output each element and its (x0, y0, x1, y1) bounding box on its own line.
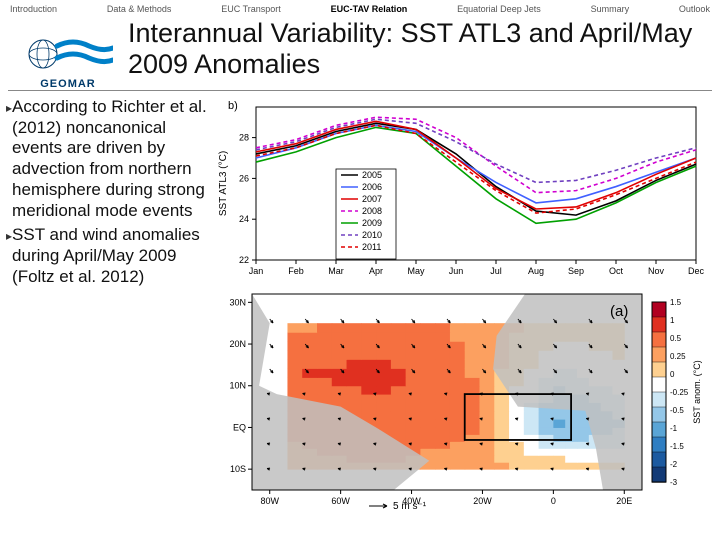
svg-text:5 m s⁻¹: 5 m s⁻¹ (393, 501, 427, 512)
svg-text:80W: 80W (260, 496, 279, 506)
svg-text:Feb: Feb (288, 266, 304, 276)
sst-anomaly-map: 80W60W40W20W020E30N20N10NEQ10S(a)5 m s⁻¹… (214, 288, 704, 516)
nav-item: Outlook (679, 4, 710, 14)
svg-text:60W: 60W (331, 496, 350, 506)
svg-text:1.5: 1.5 (670, 298, 682, 307)
svg-text:-2: -2 (670, 460, 678, 469)
bullet-item: ▸ According to Richter et al. (2012) non… (6, 97, 208, 221)
svg-text:2011: 2011 (362, 242, 381, 252)
nav-item: EUC Transport (221, 4, 281, 14)
svg-text:20E: 20E (616, 496, 632, 506)
svg-text:2006: 2006 (362, 182, 382, 192)
svg-text:SST anom. (°C): SST anom. (°C) (692, 360, 702, 423)
svg-text:26: 26 (239, 173, 249, 183)
nav-item-active: EUC-TAV Relation (331, 4, 408, 14)
svg-text:0.5: 0.5 (670, 334, 682, 343)
svg-text:EQ: EQ (233, 422, 246, 432)
svg-text:1: 1 (670, 316, 675, 325)
svg-text:SST ATL3 (°C): SST ATL3 (°C) (218, 151, 229, 216)
logo-text: GEOMAR (8, 78, 128, 90)
svg-text:Sep: Sep (568, 266, 584, 276)
svg-text:2010: 2010 (362, 230, 382, 240)
nav-item: Equatorial Deep Jets (457, 4, 541, 14)
page-title: Interannual Variability: SST ATL3 and Ap… (128, 16, 712, 86)
nav-breadcrumb: Introduction Data & Methods EUC Transpor… (0, 0, 720, 16)
svg-text:Dec: Dec (688, 266, 704, 276)
svg-text:20W: 20W (473, 496, 492, 506)
svg-text:20N: 20N (229, 339, 246, 349)
svg-text:-0.25: -0.25 (670, 388, 689, 397)
svg-text:22: 22 (239, 255, 249, 265)
svg-text:Apr: Apr (369, 266, 383, 276)
svg-text:Mar: Mar (328, 266, 344, 276)
svg-text:Nov: Nov (648, 266, 665, 276)
svg-text:2009: 2009 (362, 218, 382, 228)
svg-text:Aug: Aug (528, 266, 544, 276)
svg-text:10S: 10S (230, 464, 246, 474)
nav-item: Introduction (10, 4, 57, 14)
geomar-logo: GEOMAR (8, 16, 128, 90)
svg-text:Jul: Jul (490, 266, 502, 276)
svg-text:Jun: Jun (449, 266, 464, 276)
nav-item: Data & Methods (107, 4, 172, 14)
svg-text:b): b) (228, 100, 238, 112)
svg-text:24: 24 (239, 214, 249, 224)
svg-text:0.25: 0.25 (670, 352, 686, 361)
bullet-text: SST and wind anomalies during April/May … (12, 225, 208, 287)
bullet-item: ▸ SST and wind anomalies during April/Ma… (6, 225, 208, 287)
svg-text:0: 0 (670, 370, 675, 379)
svg-text:2008: 2008 (362, 206, 382, 216)
svg-text:Oct: Oct (609, 266, 624, 276)
svg-text:(a): (a) (610, 303, 628, 320)
svg-text:May: May (407, 266, 425, 276)
sst-line-chart: b) 22 24 26 28 SST ATL3 (°C) Jan Feb Mar Apr May Ju… (214, 97, 704, 282)
title-rule (8, 90, 712, 91)
svg-text:Jan: Jan (249, 266, 264, 276)
svg-text:30N: 30N (229, 297, 246, 307)
svg-text:28: 28 (239, 133, 249, 143)
svg-text:10N: 10N (229, 381, 246, 391)
nav-item: Summary (591, 4, 630, 14)
svg-text:2005: 2005 (362, 170, 382, 180)
svg-text:-3: -3 (670, 478, 678, 487)
bullet-list: ▸ According to Richter et al. (2012) non… (6, 97, 214, 516)
svg-text:0: 0 (551, 496, 556, 506)
svg-text:-1: -1 (670, 424, 678, 433)
bullet-text: According to Richter et al. (2012) nonca… (12, 97, 208, 221)
svg-text:-1.5: -1.5 (670, 442, 684, 451)
svg-text:-0.5: -0.5 (670, 406, 684, 415)
svg-text:2007: 2007 (362, 194, 382, 204)
